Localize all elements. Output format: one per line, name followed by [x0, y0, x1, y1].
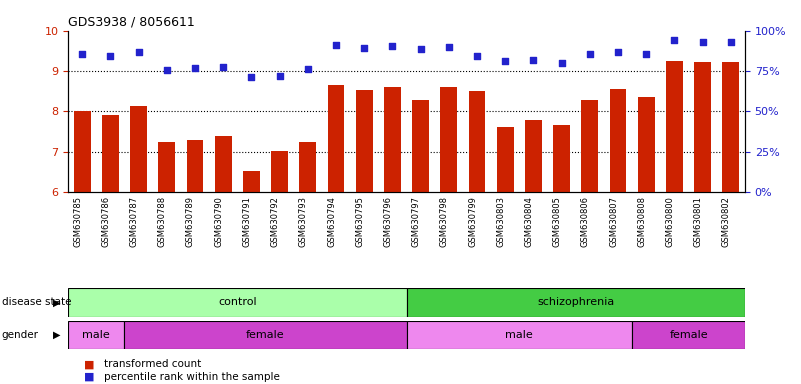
- Text: ▶: ▶: [53, 330, 60, 340]
- Text: GSM630802: GSM630802: [722, 196, 731, 247]
- Bar: [666, 61, 683, 192]
- Text: GSM630804: GSM630804: [525, 196, 533, 247]
- Text: percentile rank within the sample: percentile rank within the sample: [104, 372, 280, 382]
- Point: [612, 49, 625, 55]
- Text: ■: ■: [84, 372, 95, 382]
- Bar: [243, 171, 260, 192]
- Text: male: male: [83, 330, 111, 340]
- Bar: [68, 321, 124, 349]
- Bar: [553, 126, 570, 192]
- Text: GSM630797: GSM630797: [412, 196, 421, 247]
- Point: [301, 66, 314, 72]
- Text: GSM630791: GSM630791: [243, 196, 252, 247]
- Point: [217, 64, 230, 70]
- Point: [668, 36, 681, 43]
- Text: male: male: [505, 330, 533, 340]
- Text: GSM630798: GSM630798: [440, 196, 449, 247]
- Text: female: female: [246, 330, 285, 340]
- Bar: [441, 87, 457, 192]
- Text: GSM630790: GSM630790: [214, 196, 223, 247]
- Bar: [124, 321, 406, 349]
- Text: GSM630796: GSM630796: [384, 196, 392, 247]
- Text: ▶: ▶: [53, 297, 60, 308]
- Bar: [328, 85, 344, 192]
- Bar: [525, 120, 541, 192]
- Text: GSM630787: GSM630787: [130, 196, 139, 247]
- Bar: [356, 90, 372, 192]
- Bar: [187, 140, 203, 192]
- Point: [583, 51, 596, 57]
- Point: [527, 57, 540, 63]
- Point: [273, 73, 286, 79]
- Point: [329, 42, 342, 48]
- Point: [696, 39, 709, 45]
- Text: female: female: [669, 330, 708, 340]
- Text: disease state: disease state: [2, 297, 71, 308]
- Point: [499, 58, 512, 64]
- Text: GSM630801: GSM630801: [694, 196, 702, 247]
- Bar: [215, 136, 231, 192]
- Bar: [632, 321, 745, 349]
- Text: GSM630789: GSM630789: [186, 196, 195, 247]
- Text: gender: gender: [2, 330, 38, 340]
- Text: GSM630799: GSM630799: [468, 196, 477, 247]
- Point: [104, 53, 117, 59]
- Bar: [384, 87, 400, 192]
- Text: GSM630805: GSM630805: [553, 196, 562, 247]
- Bar: [723, 62, 739, 192]
- Text: GSM630793: GSM630793: [299, 196, 308, 247]
- Text: transformed count: transformed count: [104, 359, 201, 369]
- Bar: [413, 100, 429, 192]
- Text: GSM630794: GSM630794: [327, 196, 336, 247]
- Point: [76, 51, 89, 57]
- Bar: [406, 288, 745, 317]
- Point: [442, 44, 455, 50]
- Point: [555, 60, 568, 66]
- Bar: [406, 321, 632, 349]
- Point: [188, 65, 201, 71]
- Bar: [638, 97, 654, 192]
- Point: [160, 67, 173, 73]
- Text: GSM630792: GSM630792: [271, 196, 280, 247]
- Bar: [694, 62, 711, 192]
- Bar: [582, 100, 598, 192]
- Point: [245, 74, 258, 80]
- Text: GSM630806: GSM630806: [581, 196, 590, 247]
- Point: [724, 39, 737, 45]
- Text: GSM630807: GSM630807: [609, 196, 618, 247]
- Bar: [102, 115, 119, 192]
- Text: ■: ■: [84, 359, 95, 369]
- Point: [471, 53, 484, 59]
- Text: GSM630800: GSM630800: [666, 196, 674, 247]
- Bar: [469, 91, 485, 192]
- Text: GSM630808: GSM630808: [638, 196, 646, 247]
- Bar: [497, 127, 513, 192]
- Bar: [610, 89, 626, 192]
- Point: [358, 45, 371, 51]
- Bar: [159, 142, 175, 192]
- Point: [132, 49, 145, 55]
- Bar: [130, 106, 147, 192]
- Point: [386, 43, 399, 49]
- Bar: [68, 288, 406, 317]
- Text: GSM630788: GSM630788: [158, 196, 167, 247]
- Bar: [300, 142, 316, 192]
- Text: GSM630795: GSM630795: [355, 196, 364, 247]
- Text: GSM630786: GSM630786: [102, 196, 111, 247]
- Text: control: control: [218, 297, 256, 308]
- Text: GDS3938 / 8056611: GDS3938 / 8056611: [68, 15, 195, 28]
- Text: schizophrenia: schizophrenia: [537, 297, 614, 308]
- Point: [414, 46, 427, 52]
- Bar: [74, 111, 91, 192]
- Bar: [271, 151, 288, 192]
- Text: GSM630785: GSM630785: [73, 196, 83, 247]
- Text: GSM630803: GSM630803: [496, 196, 505, 247]
- Point: [640, 51, 653, 57]
